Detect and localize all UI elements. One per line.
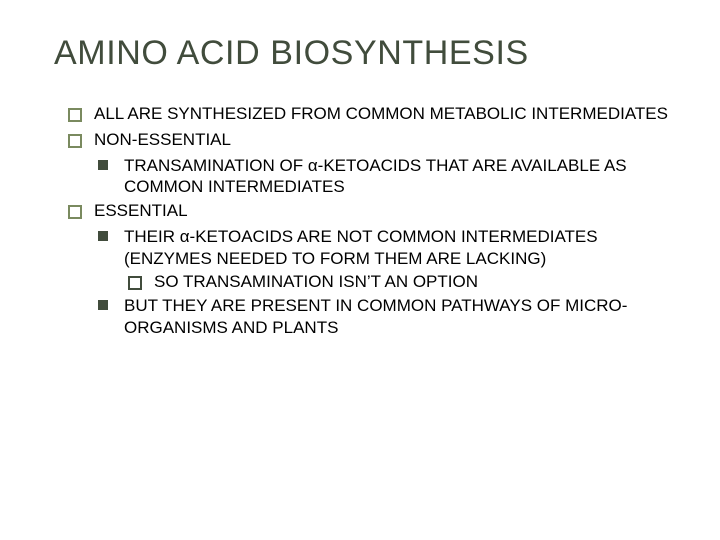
slide: AMINO ACID BIOSYNTHESIS ALL ARE SYNTHESI… [0, 0, 720, 540]
bullet-item: ESSENTIAL [64, 200, 678, 222]
slide-title: AMINO ACID BIOSYNTHESIS [54, 34, 678, 73]
slide-content: ALL ARE SYNTHESIZED FROM COMMON METABOLI… [64, 103, 678, 339]
bullet-item: ALL ARE SYNTHESIZED FROM COMMON METABOLI… [64, 103, 678, 125]
bullet-item: BUT THEY ARE PRESENT IN COMMON PATHWAYS … [94, 295, 678, 339]
bullet-item: NON-ESSENTIAL [64, 129, 678, 151]
bullet-item: TRANSAMINATION OF α-KETOACIDS THAT ARE A… [94, 155, 678, 199]
bullet-item: SO TRANSAMINATION ISN’T AN OPTION [124, 271, 678, 293]
bullet-item: THEIR α-KETOACIDS ARE NOT COMMON INTERME… [94, 226, 678, 270]
